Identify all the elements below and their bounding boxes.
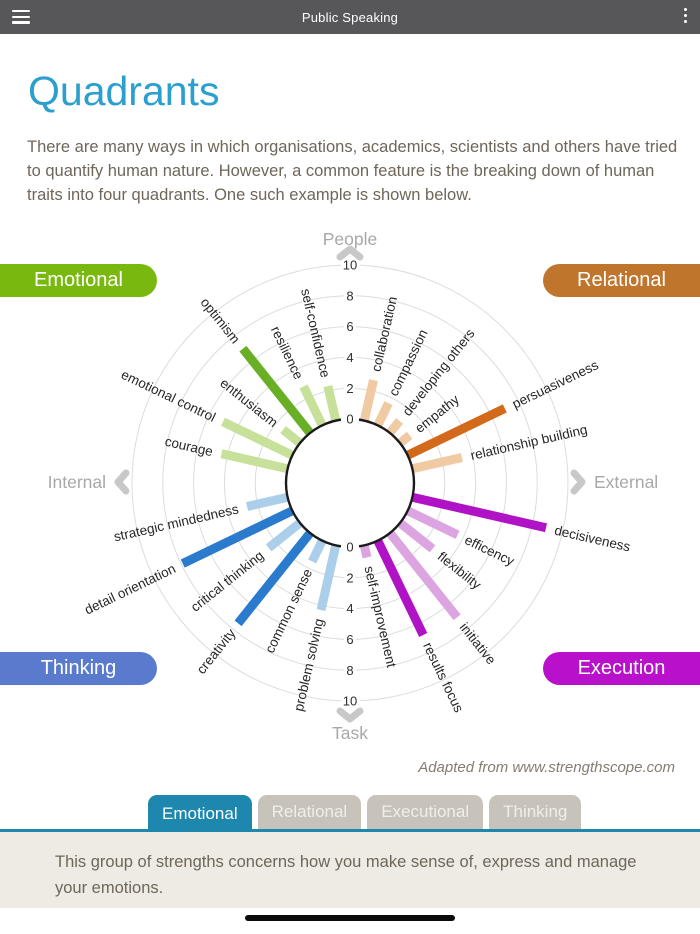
chart-bar	[308, 539, 326, 564]
tick-label: 10	[343, 258, 357, 273]
chart-bar	[234, 531, 313, 627]
chart-bar	[221, 417, 294, 459]
chevron-up-icon	[336, 245, 364, 261]
app-bar: Public Speaking	[0, 0, 700, 34]
tab-thinking[interactable]: Thinking	[489, 795, 582, 829]
chart-bar	[398, 431, 413, 446]
chart-bar	[265, 520, 302, 552]
tab-emotional[interactable]: Emotional	[148, 795, 252, 832]
spoke-label: detail orientation	[82, 561, 178, 618]
chart-bar	[180, 507, 294, 568]
tab-relational[interactable]: Relational	[257, 795, 362, 829]
chart-bar	[406, 404, 507, 459]
axis-label-internal: Internal	[48, 472, 106, 492]
tab-executional[interactable]: Executional	[367, 795, 484, 829]
app-bar-title: Public Speaking	[301, 9, 399, 25]
tick-label: 8	[346, 663, 353, 678]
spoke-label: self-confidence	[298, 287, 333, 379]
chart-bar	[374, 539, 428, 637]
chart-bar	[239, 345, 313, 435]
chevron-down-icon	[336, 707, 364, 723]
grid-ring	[254, 387, 446, 579]
chevron-right-icon	[570, 469, 586, 495]
tick-label: 0	[346, 540, 353, 555]
chart-bar	[387, 531, 461, 621]
home-indicator[interactable]	[245, 915, 455, 921]
chart-bar	[246, 493, 288, 511]
quadrants-chart: 0 0 2 2 4 4 6 6 8 8 10 10 People Task Internal External…	[0, 228, 700, 748]
spoke-label: flexibility	[435, 549, 484, 593]
spoke-label: creativity	[194, 626, 239, 677]
kebab-menu-icon[interactable]	[684, 8, 688, 26]
axis-gap	[341, 409, 359, 429]
spoke-label: persuasiveness	[510, 357, 601, 411]
tick-label: 4	[346, 601, 353, 616]
axis-label-external: External	[594, 472, 658, 492]
grid-ring	[193, 326, 507, 640]
tick-label: 8	[346, 288, 353, 303]
quadrants-chart-svg: 0 0 2 2 4 4 6 6 8 8 10 10 People Task Internal External…	[48, 229, 659, 743]
chart-bar	[299, 384, 326, 427]
tick-label: 10	[343, 694, 357, 709]
spoke-label: strategic mindedness	[112, 501, 240, 544]
tick-label: 2	[346, 570, 353, 585]
spoke-label: resilience	[268, 324, 306, 382]
chevron-left-icon	[114, 469, 130, 495]
grid-ring	[162, 295, 538, 671]
spoke-label: collaboration	[368, 295, 400, 373]
tab-bar: Emotional Relational Executional Thinkin…	[148, 795, 582, 832]
tab-description-text: This group of strengths concerns how you…	[55, 853, 637, 897]
axis-label-people: People	[323, 229, 378, 249]
page-title: Quadrants	[28, 68, 220, 114]
chart-bar	[220, 449, 288, 473]
chart-bar	[387, 418, 404, 435]
tick-label: 2	[346, 381, 353, 396]
zero-circle	[284, 417, 416, 549]
axis-gap	[341, 537, 359, 557]
grid-ring	[223, 356, 477, 610]
tabs-underline	[0, 829, 700, 832]
badge-execution: Execution	[543, 652, 700, 685]
spoke-label: efficency	[462, 532, 517, 569]
tick-label: 4	[346, 350, 353, 365]
tab-description-panel: This group of strengths concerns how you…	[0, 832, 700, 908]
chart-bar	[406, 507, 460, 539]
chart-bar	[280, 426, 302, 446]
spoke-label: courage	[163, 434, 214, 459]
badge-thinking: Thinking	[0, 652, 157, 685]
tick-label: 6	[346, 319, 353, 334]
spoke-label: results focus	[420, 640, 467, 715]
badge-relational: Relational	[543, 264, 700, 297]
grid-ring	[131, 264, 569, 702]
tick-label: 6	[346, 632, 353, 647]
chart-attribution: Adapted from www.strengthscope.com	[418, 759, 675, 776]
chart-bar	[360, 379, 378, 421]
chart-bar	[412, 493, 548, 533]
chart-bar	[323, 385, 340, 421]
badge-emotional: Emotional	[0, 264, 157, 297]
chart-bar	[360, 545, 372, 559]
spoke-label: problem solving	[291, 617, 327, 713]
spoke-label: emotional control	[119, 367, 218, 425]
chart-bar	[398, 520, 436, 553]
spoke-label: decisiveness	[553, 523, 632, 555]
hamburger-menu-icon[interactable]	[12, 10, 30, 24]
axis-label-task: Task	[332, 723, 368, 743]
intro-paragraph: There are many ways in which organisatio…	[27, 138, 678, 204]
tick-label: 0	[346, 412, 353, 427]
chart-bar	[374, 401, 393, 427]
chart-bar	[412, 453, 463, 473]
chart-bar	[316, 545, 340, 611]
